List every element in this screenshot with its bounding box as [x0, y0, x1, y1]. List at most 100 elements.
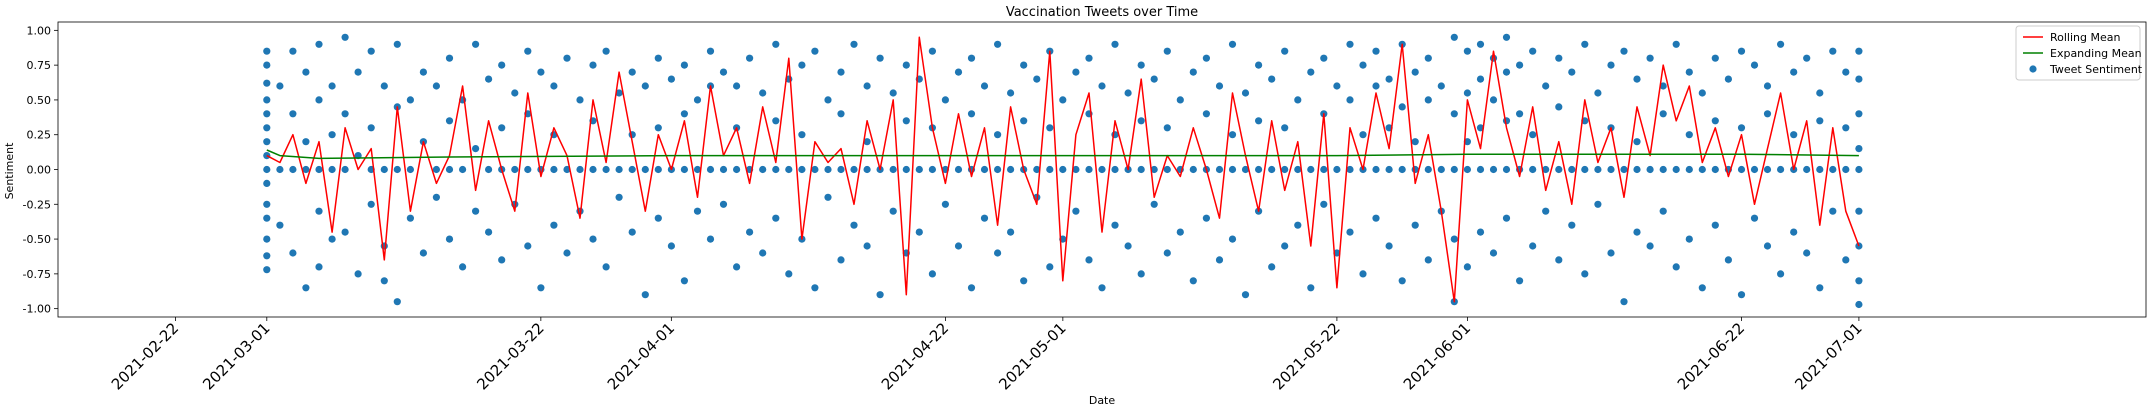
- scatter-point: [1555, 103, 1563, 111]
- scatter-point: [1489, 165, 1498, 174]
- scatter-point: [1750, 214, 1759, 222]
- scatter-point: [641, 291, 649, 299]
- scatter-point: [432, 82, 440, 90]
- scatter-point: [811, 47, 819, 55]
- scatter-point: [1424, 256, 1432, 264]
- scatter-point: [1033, 165, 1041, 174]
- scatter-point: [263, 96, 271, 104]
- scatter-point: [1737, 165, 1746, 174]
- scatter-point: [641, 165, 649, 174]
- scatter-point: [393, 298, 401, 306]
- scatter-point: [1516, 61, 1524, 69]
- scatter-point: [1685, 131, 1693, 139]
- scatter-point: [798, 61, 806, 69]
- scatter-point: [967, 284, 976, 292]
- scatter-point: [941, 96, 950, 104]
- scatter-point: [615, 89, 623, 97]
- scatter-point: [380, 165, 388, 174]
- scatter-point: [315, 40, 323, 48]
- scatter-point: [1489, 96, 1498, 104]
- scatter-point: [1581, 40, 1589, 48]
- scatter-point: [772, 165, 780, 174]
- scatter-point: [1855, 277, 1863, 285]
- scatter-point: [263, 252, 271, 260]
- scatter-point: [367, 47, 375, 55]
- scatter-point: [1059, 96, 1067, 104]
- scatter-point: [1568, 221, 1576, 229]
- scatter-point: [1855, 75, 1863, 83]
- scatter-point: [263, 138, 271, 146]
- scatter-point: [1215, 256, 1224, 264]
- scatter-point: [980, 214, 989, 222]
- scatter-point: [1816, 284, 1824, 292]
- scatter-point: [393, 40, 401, 48]
- scatter-point: [706, 235, 715, 243]
- scatter-point: [472, 207, 480, 215]
- scatter-point: [276, 221, 284, 229]
- scatter-point: [1163, 47, 1171, 55]
- y-tick-label: -0.25: [23, 198, 51, 211]
- scatter-point: [1007, 165, 1015, 174]
- scatter-point: [315, 207, 323, 215]
- scatter-point: [1111, 165, 1119, 174]
- scatter-point: [445, 54, 454, 62]
- scatter-point: [1607, 61, 1615, 69]
- scatter-point: [1502, 68, 1511, 76]
- scatter-point: [1046, 165, 1054, 174]
- scatter-point: [902, 117, 910, 125]
- scatter-point: [459, 165, 467, 174]
- scatter-point: [1555, 256, 1563, 264]
- scatter-point: [863, 138, 871, 146]
- scatter-point: [367, 124, 375, 132]
- scatter-point: [419, 68, 427, 76]
- scatter-point: [263, 165, 271, 174]
- scatter-point: [667, 242, 676, 250]
- scatter-point: [1542, 82, 1550, 90]
- scatter-point: [1829, 47, 1837, 55]
- rolling-mean-line: [266, 36, 1860, 303]
- scatter-point: [576, 165, 584, 174]
- scatter-point: [1124, 242, 1132, 250]
- scatter-point: [315, 96, 323, 104]
- scatter-point: [759, 89, 767, 97]
- scatter-point: [602, 165, 610, 174]
- scatter-point: [263, 47, 271, 55]
- scatter-point: [654, 165, 662, 174]
- legend-label: Expanding Mean: [2050, 47, 2142, 60]
- scatter-point: [524, 242, 532, 250]
- scatter-point: [1385, 75, 1393, 83]
- scatter-point: [1516, 277, 1524, 285]
- scatter-point: [263, 266, 271, 274]
- scatter-point: [419, 249, 427, 257]
- scatter-point: [1072, 165, 1080, 174]
- scatter-point: [276, 165, 284, 174]
- scatter-point: [680, 61, 689, 69]
- scatter-point: [1020, 117, 1028, 125]
- scatter-point: [654, 214, 662, 222]
- scatter-point: [1385, 165, 1393, 174]
- scatter-point: [1724, 75, 1732, 83]
- scatter-point: [1150, 200, 1158, 208]
- x-tick-label: 2021-05-22: [1269, 319, 1343, 393]
- legend-marker-scatter: [2029, 65, 2037, 73]
- scatter-point: [1215, 82, 1224, 90]
- scatter-point: [837, 110, 845, 118]
- scatter-point: [1502, 33, 1511, 41]
- x-tick-label: 2021-02-22: [108, 319, 182, 393]
- scatter-point: [1372, 47, 1380, 55]
- scatter-point: [550, 165, 558, 174]
- scatter-point: [1320, 54, 1328, 62]
- scatter-point: [693, 165, 702, 174]
- scatter-point: [1542, 165, 1550, 174]
- scatter-point: [406, 165, 414, 174]
- scatter-point: [289, 110, 297, 118]
- scatter-point: [563, 54, 571, 62]
- scatter-point: [1163, 165, 1171, 174]
- scatter-point: [719, 165, 728, 174]
- scatter-point: [1268, 165, 1276, 174]
- scatter-point: [811, 284, 819, 292]
- scatter-point: [1372, 165, 1380, 174]
- scatter-point: [1463, 263, 1471, 271]
- scatter-point: [1163, 124, 1171, 132]
- scatter-point: [1816, 165, 1824, 174]
